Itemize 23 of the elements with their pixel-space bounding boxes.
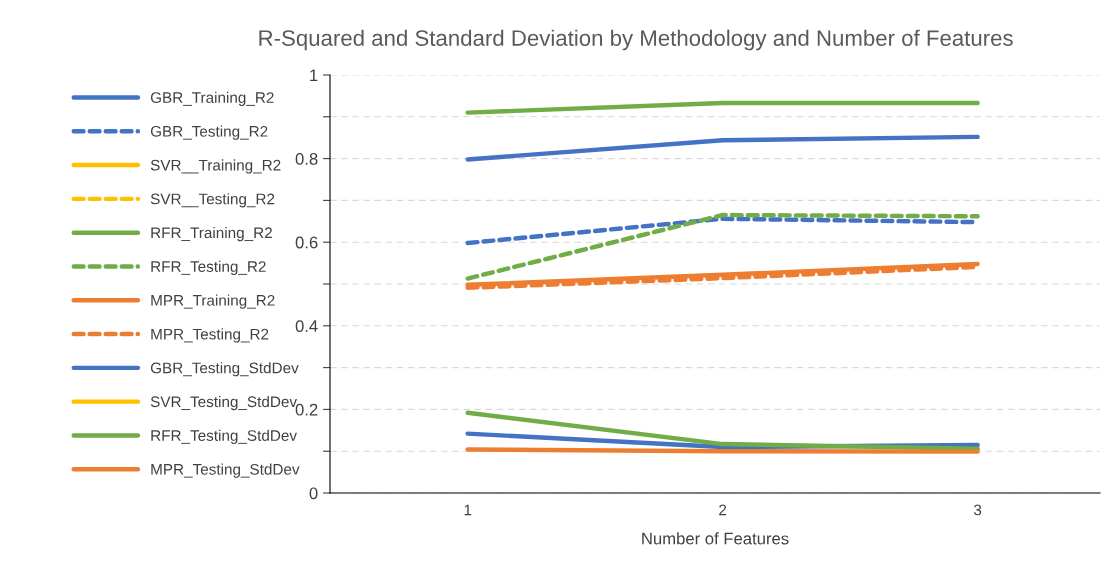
legend-label: GBR_Training_R2: [150, 91, 274, 106]
y-tick-label: 0.4: [295, 320, 318, 332]
chart-title: R-Squared and Standard Deviation by Methodology and Number of Features: [259, 29, 1013, 51]
x-tick-label: 2: [719, 504, 727, 516]
y-tick-label: 0.2: [295, 403, 318, 416]
legend-label: GBR_Testing_StdDev: [150, 362, 299, 377]
y-tick-label: 0: [309, 487, 318, 500]
legend-label: GBR_Testing_R2: [150, 125, 268, 140]
legend-label: RFR_Testing_R2: [151, 260, 266, 275]
legend-label: SVR__Testing_R2: [150, 193, 275, 208]
legend-label: MPR_Testing_R2: [151, 328, 269, 343]
legend-label: RFR_Testing_StdDev: [151, 429, 297, 444]
legend-label: MPR_Testing_StdDev: [151, 463, 300, 478]
x-axis-title: Number of Features: [642, 532, 789, 545]
y-tick-label: 0.8: [295, 153, 318, 165]
x-tick-label: 1: [464, 504, 472, 516]
x-tick-label: 3: [973, 504, 982, 516]
legend-label: SVR__Training_R2: [150, 159, 281, 174]
y-tick-label: 0.6: [295, 236, 318, 249]
y-tick-label: 1: [310, 69, 318, 82]
legend-label: RFR_Training_R2: [151, 226, 272, 242]
legend-label: SVR_Testing_StdDev: [150, 395, 297, 411]
legend-label: MPR_Training_R2: [151, 294, 275, 309]
